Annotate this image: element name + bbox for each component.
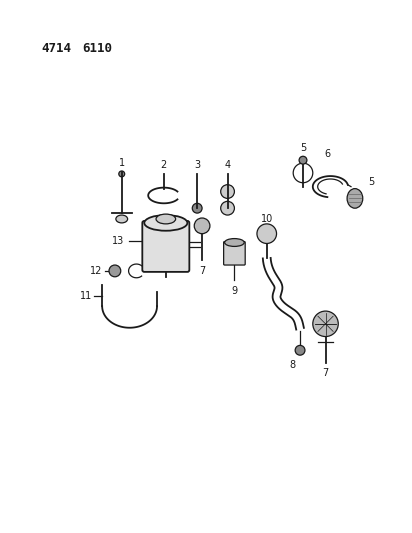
FancyBboxPatch shape (142, 221, 190, 272)
Text: 1: 1 (119, 158, 125, 168)
Circle shape (194, 218, 210, 233)
Ellipse shape (225, 239, 244, 246)
Text: 6110: 6110 (82, 43, 112, 55)
Ellipse shape (347, 189, 363, 208)
Text: 5: 5 (300, 143, 306, 154)
Circle shape (299, 156, 307, 164)
Text: 13: 13 (112, 236, 125, 246)
Text: 4714: 4714 (41, 43, 71, 55)
Text: 8: 8 (289, 360, 295, 370)
Text: 12: 12 (90, 266, 102, 276)
Text: 7: 7 (199, 266, 205, 276)
Text: 4: 4 (225, 160, 231, 170)
Text: 3: 3 (194, 160, 200, 170)
Ellipse shape (116, 215, 128, 223)
Ellipse shape (156, 214, 176, 224)
FancyBboxPatch shape (224, 241, 245, 265)
Text: 5: 5 (369, 176, 375, 187)
Circle shape (313, 311, 338, 336)
Text: 10: 10 (261, 214, 273, 224)
Circle shape (119, 171, 125, 177)
Text: 9: 9 (232, 286, 237, 296)
Circle shape (109, 265, 121, 277)
Circle shape (221, 201, 234, 215)
Text: 6: 6 (324, 149, 330, 159)
Text: 2: 2 (161, 160, 167, 170)
Text: 7: 7 (323, 368, 329, 378)
Circle shape (221, 185, 234, 198)
Circle shape (257, 224, 276, 244)
Ellipse shape (144, 215, 187, 231)
Circle shape (295, 345, 305, 355)
Circle shape (192, 203, 202, 213)
Text: 11: 11 (80, 292, 92, 301)
